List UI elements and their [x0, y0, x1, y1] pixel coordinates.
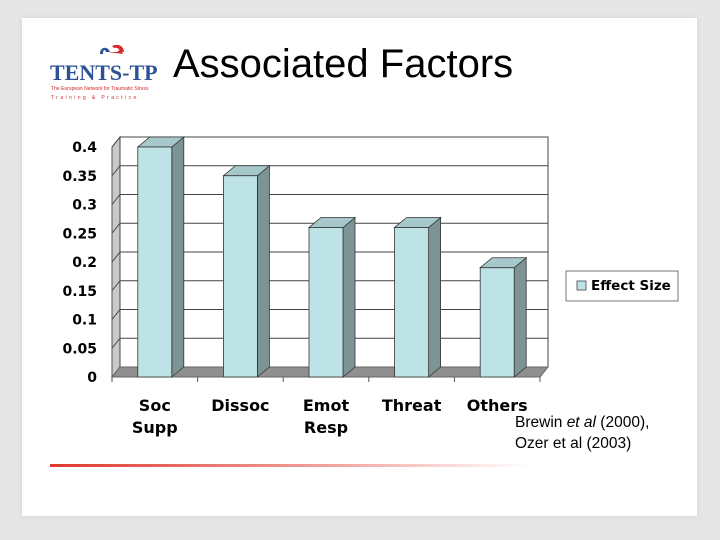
- y-tick-label: 0.4: [72, 140, 97, 156]
- y-tick-label: 0.2: [72, 255, 97, 271]
- grid-line-side: [111, 251, 121, 263]
- bar: [137, 146, 173, 378]
- citation-line-1: Brewin et al (2000),: [515, 412, 649, 433]
- citation-line-2: Ozer et al (2003): [515, 435, 632, 452]
- y-tick-label: 0.3: [72, 198, 97, 214]
- grid-line-side: [111, 165, 121, 177]
- y-tick-label: 0.25: [62, 226, 97, 242]
- x-tick-label: Emot: [303, 396, 350, 415]
- bar-side: [256, 164, 270, 378]
- x-tick-label: Soc: [139, 396, 171, 415]
- legend-label: Effect Size: [591, 278, 671, 294]
- grid-line-side: [111, 280, 121, 292]
- citation-author: Brewin: [515, 414, 567, 431]
- bar-side: [342, 216, 356, 378]
- y-tick-label: 0.35: [62, 169, 97, 185]
- y-tick-label: 0.1: [72, 313, 97, 329]
- tents-tp-logo: TENTS-TP The European Network for Trauma…: [50, 44, 158, 101]
- citation-et-al: et al: [566, 414, 596, 431]
- logo-tagline: Training & Practice: [51, 95, 139, 101]
- bar-side: [428, 216, 442, 378]
- logo-wordmark: TENTS-TP: [50, 60, 158, 85]
- y-tick-label: 0.05: [62, 341, 97, 357]
- grid-line-side: [111, 194, 121, 205]
- x-tick-label: Supp: [132, 418, 178, 437]
- grid-line-side: [111, 136, 121, 148]
- logo-subtitle: The European Network for Traumatic Stres…: [51, 86, 149, 92]
- grid-line-side: [111, 337, 121, 349]
- grid-line-side: [111, 222, 121, 234]
- x-tick-label: Resp: [304, 418, 348, 437]
- legend-swatch: [576, 280, 587, 291]
- bar: [394, 227, 430, 378]
- x-tick-label: Threat: [382, 396, 442, 415]
- bar: [308, 227, 344, 378]
- y-tick-label: 0.15: [62, 284, 97, 300]
- x-tick-label: Dissoc: [211, 396, 269, 415]
- bar-side: [171, 136, 185, 378]
- footer-divider: [50, 464, 530, 467]
- x-tick-label: Others: [467, 396, 528, 415]
- grid-line-side: [111, 309, 121, 320]
- bar: [479, 267, 515, 378]
- y-tick-label: 0: [87, 370, 97, 386]
- slide-title: Associated Factors: [173, 42, 514, 86]
- bar-side: [513, 256, 527, 378]
- bar: [222, 175, 258, 378]
- citation: Brewin et al (2000), Ozer et al (2003): [515, 412, 649, 454]
- logo-emblem-icon: [100, 44, 124, 54]
- citation-year: (2000),: [596, 414, 650, 431]
